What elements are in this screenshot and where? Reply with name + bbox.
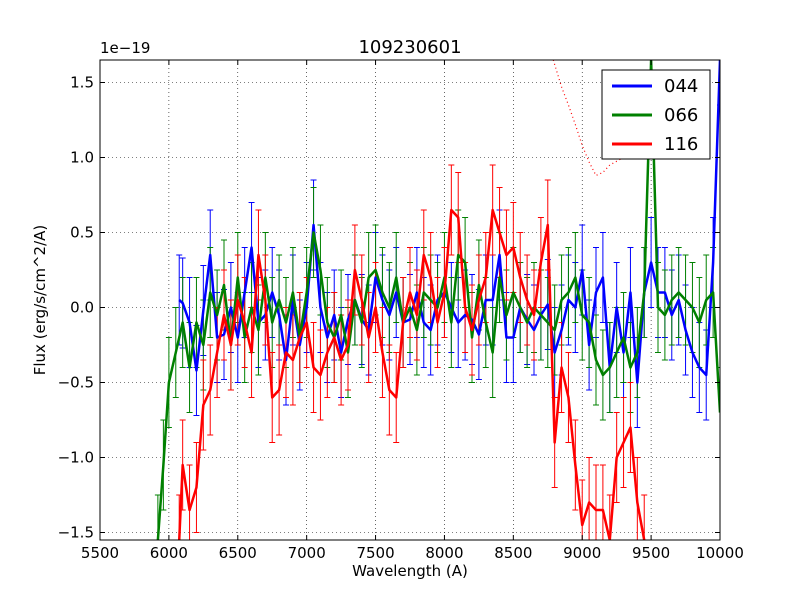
y-axis-label: Flux (erg/s/cm^2/A) (31, 225, 49, 376)
dotted-error-envelope (552, 60, 649, 177)
x-tick-label: 5500 (81, 544, 119, 562)
x-tick-label: 9000 (563, 544, 601, 562)
legend-label-044: 044 (664, 76, 698, 97)
series-line-116 (177, 208, 646, 540)
x-tick-label: 9500 (632, 544, 670, 562)
x-axis-label: Wavelength (A) (352, 562, 468, 580)
legend-label-066: 066 (664, 105, 698, 126)
series-line-066 (156, 60, 720, 540)
x-tick-label: 8000 (425, 544, 463, 562)
y-tick-label: 1.0 (70, 149, 94, 167)
x-tick-label: 7500 (356, 544, 394, 562)
y-tick-label: −1.5 (58, 524, 94, 542)
legend-label-116: 116 (664, 134, 698, 155)
y-tick-label: 0.0 (70, 299, 94, 317)
x-tick-label: 10000 (696, 544, 744, 562)
y-tick-label: −0.5 (58, 374, 94, 392)
x-tick-label: 6500 (219, 544, 257, 562)
x-tick-label: 8500 (494, 544, 532, 562)
axis-ticks: 5500 6000 6500 7000 7500 8000 8500 9000 9500 1000… (58, 60, 744, 562)
legend: 044 066 116 (601, 69, 711, 160)
chart-title: 109230601 (358, 37, 461, 58)
y-axis-offset-label: 1e−19 (100, 39, 150, 57)
x-tick-label: 7000 (288, 544, 326, 562)
y-tick-label: −1.0 (58, 449, 94, 467)
x-tick-label: 6000 (150, 544, 188, 562)
y-tick-label: 0.5 (70, 224, 94, 242)
plot-area (154, 60, 720, 540)
y-tick-label: 1.5 (70, 74, 94, 92)
axes-frame (99, 59, 721, 541)
